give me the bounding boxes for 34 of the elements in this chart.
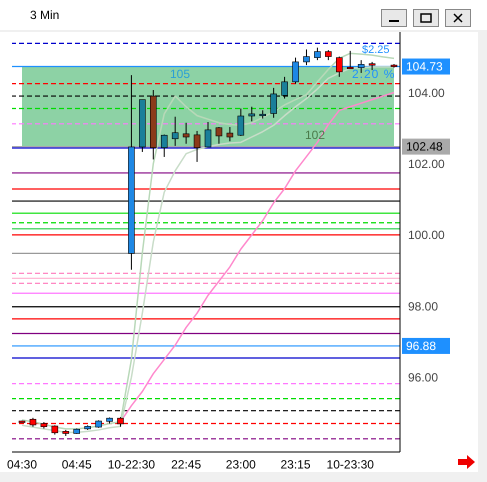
y-tick-label: 104.00 xyxy=(408,86,446,100)
candlestick xyxy=(248,106,256,122)
y-tick-label: 102.00 xyxy=(408,156,446,171)
candlestick xyxy=(303,48,310,66)
candlestick xyxy=(182,122,190,144)
annotation: 2.20 % xyxy=(352,67,396,81)
candlestick xyxy=(160,134,168,158)
y-tick-label: 100.00 xyxy=(408,228,446,242)
x-tick-label: 22:45 xyxy=(171,458,202,472)
ref-line-label: 102.48 xyxy=(406,140,444,154)
candlestick xyxy=(314,47,321,61)
candlestick xyxy=(216,126,222,144)
chart-title: 3 Min xyxy=(30,8,60,22)
y-tick-label: 96.00 xyxy=(408,370,438,385)
x-tick-label: 04:30 xyxy=(6,458,38,472)
candlestick xyxy=(336,56,343,78)
candlestick xyxy=(325,50,332,61)
candlestick xyxy=(226,126,234,142)
annotation: 105 xyxy=(170,67,190,81)
x-tick-label: 04:45 xyxy=(62,458,92,472)
ref-line-label: 96.88 xyxy=(406,338,436,353)
x-tick-label: 10-22:30 xyxy=(108,458,156,472)
y-tick-label: 98.00 xyxy=(408,299,438,314)
x-tick-label: 23:00 xyxy=(226,458,256,472)
candlestick xyxy=(172,116,178,146)
candlestick xyxy=(204,122,212,148)
candlestick xyxy=(292,57,299,84)
ref-line-label: 104.73 xyxy=(406,60,444,74)
candlestick xyxy=(346,50,354,70)
x-tick-label: 10-23:30 xyxy=(326,458,374,472)
annotation: $2.25 xyxy=(362,44,390,56)
candlestick xyxy=(238,108,244,136)
candlestick xyxy=(194,130,200,162)
x-tick-label: 23:15 xyxy=(280,458,311,472)
